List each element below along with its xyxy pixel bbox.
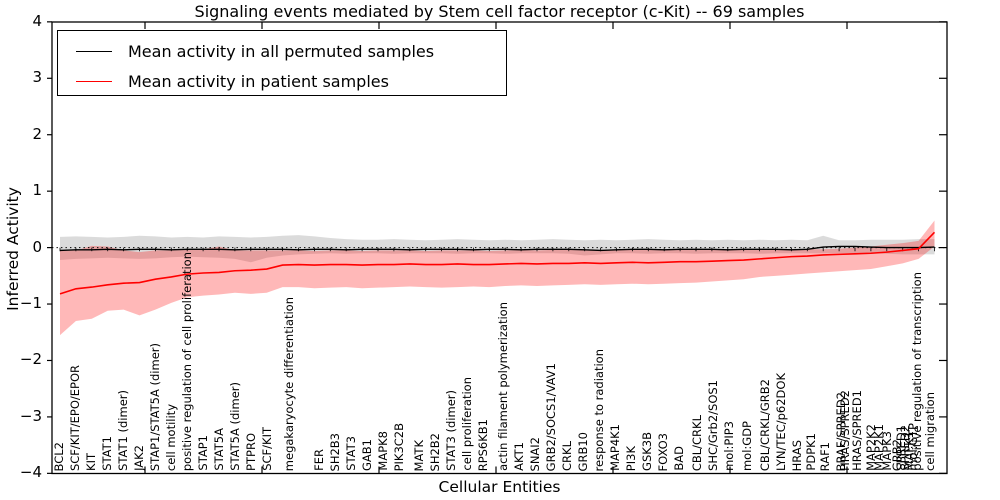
x-entity-label: PI3K xyxy=(624,445,638,471)
y-tick-label: −1 xyxy=(19,294,42,313)
x-entity-label: cell proliferation xyxy=(460,377,474,471)
x-entity-label: MAP4K1 xyxy=(608,424,622,471)
x-entity-label: cell migration xyxy=(923,392,937,471)
x-entity-label: AKT1 xyxy=(512,442,526,471)
x-entity-label: FOXO3 xyxy=(656,432,670,471)
patient-line-swatch xyxy=(76,80,112,82)
x-entity-label: STAT1 (dimer) xyxy=(116,390,130,471)
legend-entry-patient: Mean activity in patient samples xyxy=(58,68,389,94)
x-entity-label: STAT3 xyxy=(344,436,358,471)
x-entity-label: STAT3 (dimer) xyxy=(444,390,458,471)
x-entity-label: response to radiation xyxy=(592,348,606,471)
legend: Mean activity in all permuted samples Me… xyxy=(57,30,507,96)
y-tick-label: 3 xyxy=(32,68,42,87)
x-entity-label: GAB1 xyxy=(360,439,374,471)
y-tick-label: −3 xyxy=(19,406,42,425)
x-entity-label: STAT5A xyxy=(212,428,226,471)
x-entity-label: FER xyxy=(312,449,326,471)
x-entity-label: STAT5A (dimer) xyxy=(228,382,242,471)
legend-entry-permuted: Mean activity in all permuted samples xyxy=(58,38,434,64)
y-tick-label: 4 xyxy=(32,11,42,30)
x-entity-label: STAP1 xyxy=(196,435,210,471)
x-entity-label: BCL2 xyxy=(52,441,66,471)
mean-patient-line xyxy=(59,231,936,295)
x-entity-label: SH2B2 xyxy=(428,432,442,471)
x-entity-label: STAP1/STAT5A (dimer) xyxy=(148,342,162,471)
x-axis-title: Cellular Entities xyxy=(438,478,561,496)
y-tick-label: 0 xyxy=(32,237,42,256)
x-entity-label: actin filament polymerization xyxy=(496,302,510,471)
x-entity-label: SH2B3 xyxy=(328,432,342,471)
y-tick-label: −4 xyxy=(19,463,42,482)
chart-title: Signaling events mediated by Stem cell f… xyxy=(194,2,805,21)
x-entity-label: JAK2 xyxy=(132,445,146,471)
x-entity-label: SNAI2 xyxy=(528,436,542,471)
x-entity-label: PIK3C2B xyxy=(392,422,406,471)
x-entity-label: HRAS xyxy=(790,439,804,471)
x-entity-label: HRAS/SPRED1 xyxy=(850,390,864,471)
x-entity-label: BAD xyxy=(672,446,686,471)
permuted-line-swatch xyxy=(76,50,112,52)
x-entity-label: megakaryocyte differentiation xyxy=(282,296,296,471)
y-tick-label: −2 xyxy=(19,350,42,369)
x-entity-label: GSK3B xyxy=(640,432,654,471)
x-entity-label: SCF/KIT/EPO/EPOR xyxy=(68,364,82,471)
legend-label-permuted: Mean activity in all permuted samples xyxy=(128,41,435,61)
x-entity-label: MATK xyxy=(412,439,426,471)
mean-permuted-line xyxy=(59,245,935,252)
x-entity-label: KIT xyxy=(84,453,98,471)
x-entity-label: RPS6KB1 xyxy=(476,418,490,471)
x-entity-label: mol:PIP3 xyxy=(722,421,736,471)
x-entity-label: LYN/TEC/p62DOK xyxy=(774,373,788,471)
x-entity-label: GRB10 xyxy=(576,431,590,471)
x-entity-label: CBL/CRKL/GRB2 xyxy=(758,378,772,471)
x-entity-label: SCF/KIT xyxy=(260,427,274,471)
x-entity-label: mol:GDP xyxy=(740,420,754,471)
x-entity-label: PDPK1 xyxy=(804,433,818,471)
x-entity-label: cell motility xyxy=(164,403,178,471)
x-entity-label: CRKL xyxy=(560,441,574,471)
x-entity-label: GRB2/SOCS1/VAV1 xyxy=(544,362,558,471)
x-entity-label: PTPRO xyxy=(244,433,258,471)
legend-label-patient: Mean activity in patient samples xyxy=(128,71,389,91)
x-entity-label: STAT1 xyxy=(100,436,114,471)
x-entity-label: CBL/CRKL xyxy=(690,414,704,471)
patient-confidence-band xyxy=(60,220,935,336)
x-entity-label: RAF1 xyxy=(818,441,832,471)
y-tick-label: 2 xyxy=(32,124,42,143)
y-tick-label: 1 xyxy=(32,181,42,200)
x-entity-label: MAPK8 xyxy=(376,431,390,471)
x-entity-label: positive regulation of cell proliferatio… xyxy=(180,251,194,471)
x-entity-label: SHC/Grb2/SOS1 xyxy=(706,380,720,471)
